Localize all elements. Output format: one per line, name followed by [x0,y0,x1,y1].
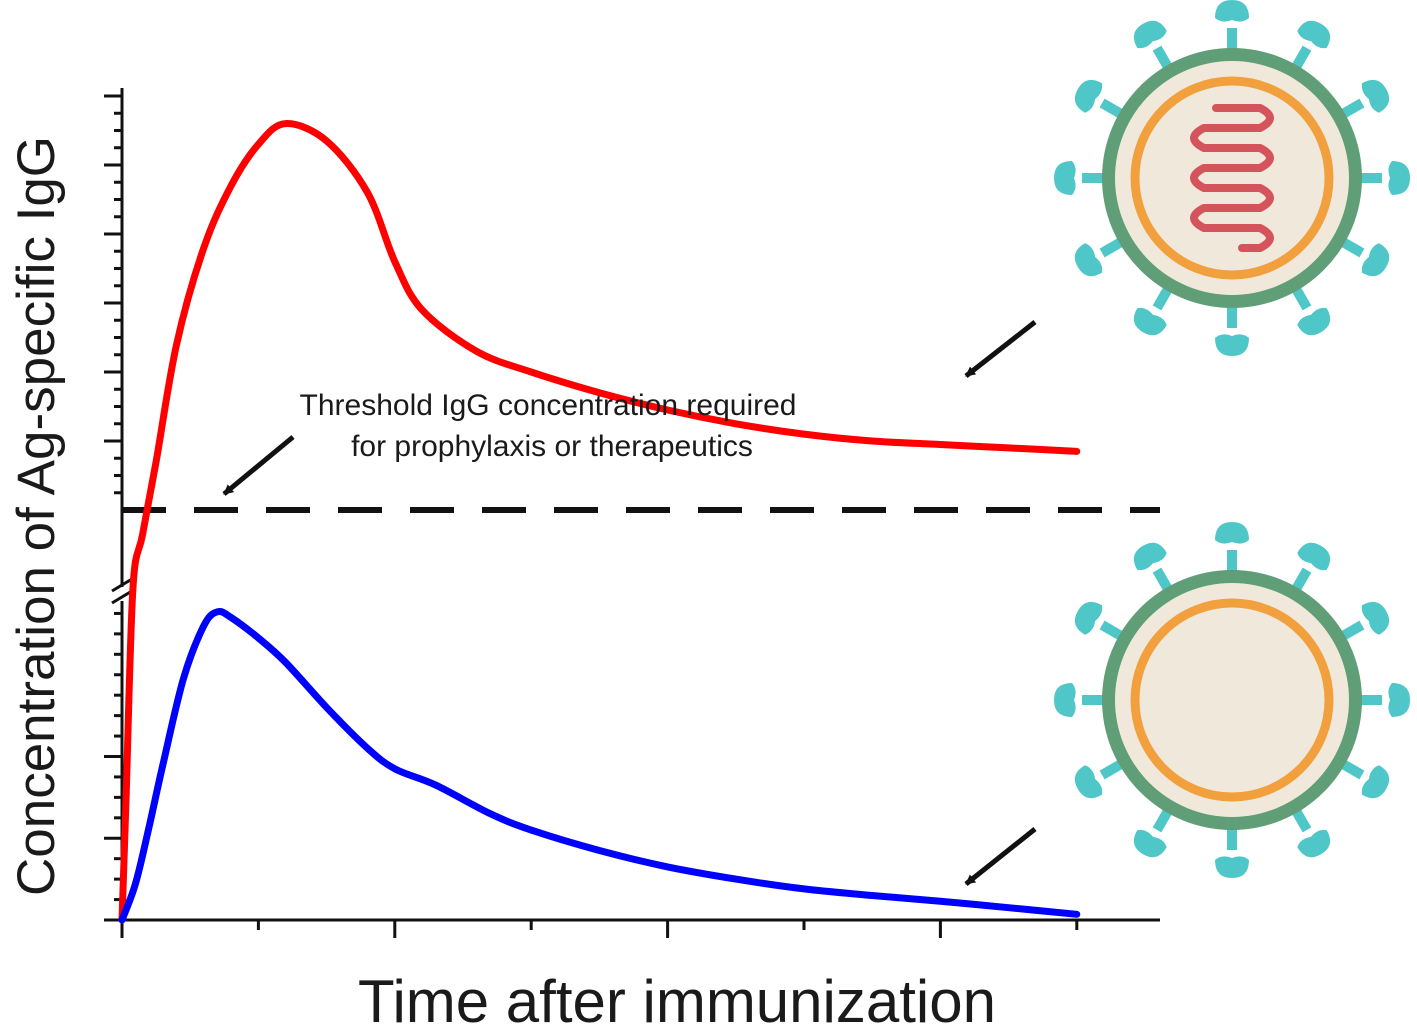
threshold-label-line2: for prophylaxis or therapeutics [351,430,753,463]
spike-head [1133,307,1167,336]
spike-head [1074,765,1103,799]
virus-with-genome-icon [1054,0,1410,356]
spike-head [1215,334,1249,356]
spike-head [1361,243,1390,277]
y-axis-label: Concentration of Ag-specific IgG [7,136,66,896]
virus-capsid [1130,76,1334,280]
spike-head [1388,161,1410,195]
spike-head [1297,307,1331,336]
spike-head [1054,161,1076,195]
spike-head [1074,79,1103,113]
blue-series-arrow-icon [964,827,1037,886]
spike-head [1361,601,1390,635]
axis-break-mark [111,577,133,593]
spike-head [1215,856,1249,878]
spike-head [1215,522,1249,544]
series-line-blue [118,607,1081,924]
virus-capsid [1130,598,1334,802]
spike-head [1388,683,1410,717]
x-axis-label: Time after immunization [358,968,996,1032]
spike-head [1133,542,1167,571]
spike-head [1133,20,1167,49]
series-line-red [118,120,1081,924]
spike-head [1074,601,1103,635]
virus-empty-icon [1054,522,1410,878]
spike-head [1361,765,1390,799]
spike-head [1297,20,1331,49]
spike-head [1133,829,1167,858]
red-series-arrow-icon [964,320,1037,378]
spike-head [1074,243,1103,277]
threshold-label-line1: Threshold IgG concentration required [300,389,797,422]
axis-break-mark [111,589,133,605]
spike-head [1297,542,1331,571]
spike-head [1297,829,1331,858]
spike-head [1054,683,1076,717]
rna-genome [1190,104,1274,252]
spike-head [1361,79,1390,113]
spike-head [1215,0,1249,22]
threshold-arrow-icon [222,435,295,496]
